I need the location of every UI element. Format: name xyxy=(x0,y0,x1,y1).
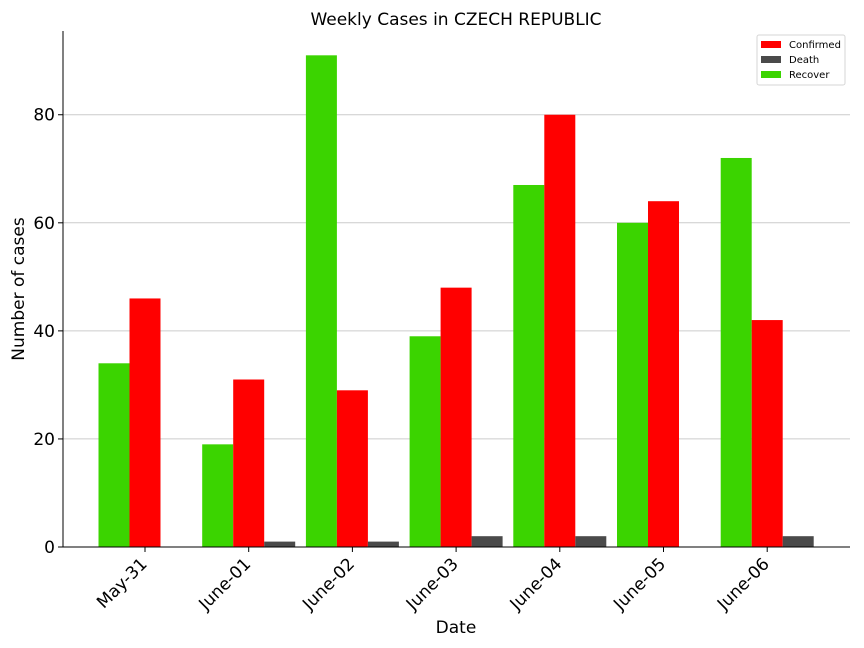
bar-death xyxy=(782,536,814,547)
legend-label: Confirmed xyxy=(789,40,841,51)
bar-confirmed xyxy=(751,320,783,547)
bar-recover xyxy=(409,336,441,547)
bar-recover xyxy=(720,157,752,547)
legend-swatch xyxy=(761,56,781,63)
legend: Confirmed Death Recover xyxy=(756,34,846,86)
x-tick-label: June-01 xyxy=(195,554,256,615)
legend-swatch xyxy=(761,71,781,78)
x-tick-label: June-03 xyxy=(402,554,463,615)
bar-death xyxy=(575,536,607,547)
x-axis-label: Date xyxy=(436,618,477,638)
legend-label: Recover xyxy=(789,70,830,81)
bar-confirmed xyxy=(648,201,679,547)
legend-label: Death xyxy=(789,55,819,66)
bar-recover xyxy=(305,55,337,547)
bar-confirmed xyxy=(233,379,265,547)
x-ticks: May-31 June-01 June-02 June-03 June-04 June-0… xyxy=(93,547,774,615)
y-ticks: 0 20 40 60 80 xyxy=(33,106,63,558)
bar-confirmed xyxy=(129,298,161,547)
x-tick-label: May-31 xyxy=(93,554,151,612)
bar-recover xyxy=(513,184,545,547)
x-tick-label: June-02 xyxy=(298,554,359,615)
bar-confirmed xyxy=(544,114,576,547)
x-tick-label: June-06 xyxy=(713,554,774,615)
bar-confirmed xyxy=(440,287,472,547)
y-tick-label: 0 xyxy=(44,538,55,558)
bar-recover xyxy=(202,444,234,547)
bars xyxy=(98,55,814,547)
bar-recover xyxy=(98,363,130,547)
legend-swatch xyxy=(761,41,781,48)
x-tick-label: June-05 xyxy=(609,554,670,615)
bar-death xyxy=(264,541,296,547)
x-tick-label: June-04 xyxy=(506,554,567,615)
bar-death xyxy=(367,541,399,547)
bar-recover xyxy=(617,222,648,547)
bar-confirmed xyxy=(336,390,368,547)
chart-title: Weekly Cases in CZECH REPUBLIC xyxy=(310,10,601,30)
y-tick-label: 20 xyxy=(33,430,55,450)
y-tick-label: 80 xyxy=(33,106,55,126)
y-axis-label: Number of cases xyxy=(9,217,29,361)
y-tick-label: 60 xyxy=(33,214,55,234)
bar-death xyxy=(471,536,503,547)
y-tick-label: 40 xyxy=(33,322,55,342)
